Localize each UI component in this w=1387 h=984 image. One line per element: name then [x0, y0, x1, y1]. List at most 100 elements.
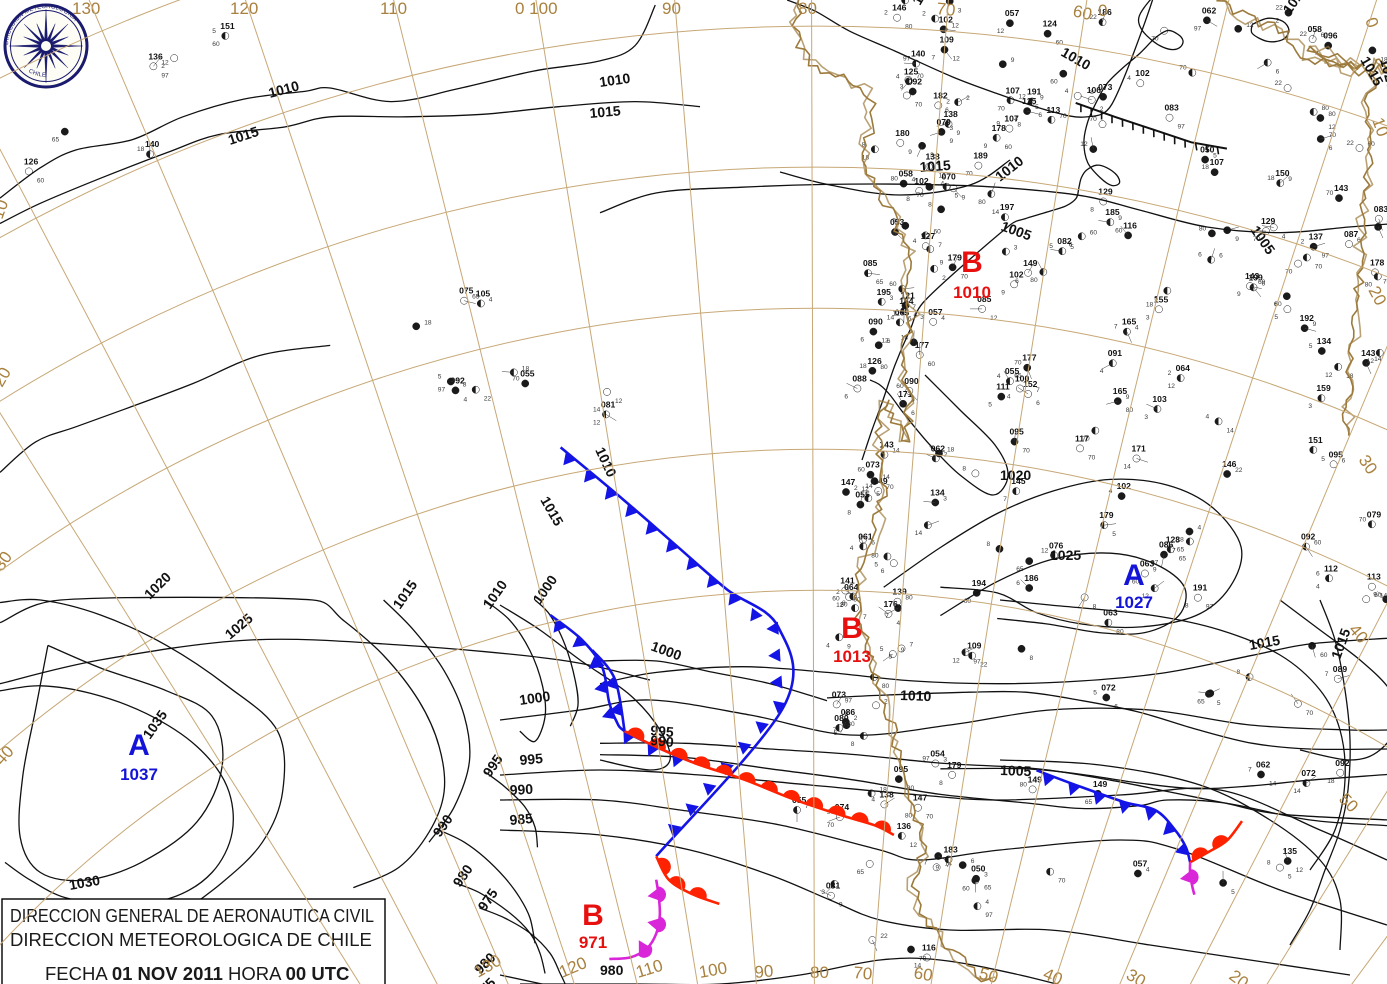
svg-text:8: 8: [851, 741, 855, 748]
svg-text:97: 97: [845, 697, 853, 704]
svg-text:4: 4: [912, 177, 916, 184]
svg-text:6: 6: [1316, 570, 1320, 577]
svg-text:70: 70: [1326, 190, 1334, 197]
svg-text:178: 178: [1370, 257, 1385, 267]
svg-text:60: 60: [37, 177, 45, 184]
svg-text:090: 090: [868, 317, 883, 327]
svg-text:4: 4: [1100, 368, 1104, 375]
svg-text:088: 088: [852, 374, 867, 384]
svg-text:18: 18: [947, 446, 955, 453]
svg-text:7: 7: [885, 613, 889, 620]
svg-text:1037: 1037: [120, 765, 158, 784]
svg-text:12: 12: [1325, 372, 1333, 379]
svg-text:70: 70: [827, 822, 835, 829]
svg-text:112: 112: [1324, 563, 1338, 573]
svg-text:3: 3: [950, 125, 954, 132]
svg-text:2: 2: [944, 451, 948, 458]
svg-text:5: 5: [438, 374, 442, 381]
svg-text:7: 7: [932, 55, 936, 62]
svg-text:80: 80: [798, 0, 817, 18]
svg-text:0: 0: [1098, 1, 1107, 20]
svg-text:140: 140: [911, 49, 926, 59]
svg-text:B: B: [961, 246, 983, 279]
svg-text:7: 7: [1003, 496, 1007, 503]
svg-text:18: 18: [1202, 164, 1210, 171]
svg-text:146: 146: [892, 3, 907, 13]
svg-text:117: 117: [1075, 433, 1089, 443]
svg-text:70: 70: [512, 376, 520, 383]
svg-text:7: 7: [1325, 671, 1329, 678]
svg-text:3: 3: [1144, 414, 1148, 421]
svg-text:80: 80: [891, 176, 899, 183]
svg-text:60: 60: [1115, 227, 1123, 234]
svg-text:70: 70: [1058, 878, 1066, 885]
svg-text:6: 6: [911, 410, 915, 417]
svg-text:179: 179: [1099, 510, 1114, 520]
svg-text:65: 65: [984, 885, 992, 892]
svg-text:4: 4: [1065, 88, 1069, 95]
svg-text:3: 3: [1014, 245, 1018, 252]
svg-text:65: 65: [857, 869, 865, 876]
svg-text:60: 60: [928, 361, 936, 368]
svg-text:159: 159: [1316, 383, 1331, 393]
svg-text:2: 2: [966, 95, 970, 102]
svg-text:70: 70: [998, 105, 1006, 112]
svg-text:9: 9: [1237, 291, 1241, 298]
svg-text:4: 4: [1206, 413, 1210, 420]
svg-text:6: 6: [1016, 580, 1020, 587]
svg-text:1010: 1010: [953, 283, 991, 302]
svg-text:057: 057: [1005, 8, 1020, 18]
svg-text:110: 110: [380, 0, 407, 18]
svg-text:072: 072: [1101, 683, 1116, 693]
svg-text:102: 102: [1135, 68, 1150, 78]
svg-text:1005: 1005: [1000, 762, 1032, 779]
svg-text:12: 12: [997, 28, 1005, 35]
svg-text:6: 6: [1276, 69, 1280, 76]
svg-text:12: 12: [1296, 867, 1304, 874]
svg-text:80: 80: [880, 364, 888, 371]
svg-text:9: 9: [957, 130, 961, 137]
svg-text:22: 22: [1235, 467, 1243, 474]
svg-text:5: 5: [955, 193, 959, 200]
svg-text:089: 089: [1333, 664, 1348, 674]
svg-text:8: 8: [928, 201, 932, 208]
svg-text:9: 9: [1373, 591, 1377, 598]
svg-text:12: 12: [910, 842, 918, 849]
svg-text:7: 7: [1248, 767, 1252, 774]
svg-text:5: 5: [1288, 874, 1292, 881]
svg-text:70: 70: [936, 0, 957, 20]
svg-text:178: 178: [992, 123, 1007, 133]
svg-text:70: 70: [1088, 454, 1096, 461]
svg-text:186: 186: [1024, 573, 1039, 583]
svg-text:60: 60: [912, 963, 934, 984]
svg-text:12: 12: [881, 338, 889, 345]
svg-text:14: 14: [887, 314, 895, 321]
svg-text:116: 116: [1123, 220, 1137, 230]
svg-text:3: 3: [900, 84, 904, 91]
svg-text:126: 126: [24, 156, 39, 166]
svg-text:60: 60: [1050, 79, 1058, 86]
svg-text:4: 4: [985, 899, 989, 906]
svg-text:4: 4: [1198, 525, 1202, 532]
svg-text:90: 90: [662, 0, 681, 18]
svg-text:4: 4: [941, 315, 945, 322]
svg-text:6: 6: [1036, 400, 1040, 407]
svg-text:149: 149: [1093, 779, 1108, 789]
svg-text:65: 65: [1177, 547, 1185, 554]
svg-text:8: 8: [987, 541, 991, 548]
svg-text:70: 70: [1359, 516, 1367, 523]
svg-text:2: 2: [922, 11, 926, 18]
svg-text:179: 179: [948, 252, 963, 262]
svg-text:4: 4: [1146, 867, 1150, 874]
svg-text:064: 064: [1176, 363, 1191, 373]
svg-text:12: 12: [1019, 93, 1027, 100]
svg-text:80: 80: [1030, 277, 1038, 284]
svg-text:8: 8: [1090, 207, 1094, 214]
svg-text:70: 70: [926, 814, 934, 821]
svg-text:109: 109: [940, 35, 955, 45]
svg-text:9: 9: [1040, 95, 1044, 102]
svg-text:137: 137: [1309, 232, 1324, 242]
svg-text:6: 6: [1219, 253, 1223, 260]
svg-text:109: 109: [967, 641, 982, 651]
svg-text:183: 183: [944, 845, 959, 855]
